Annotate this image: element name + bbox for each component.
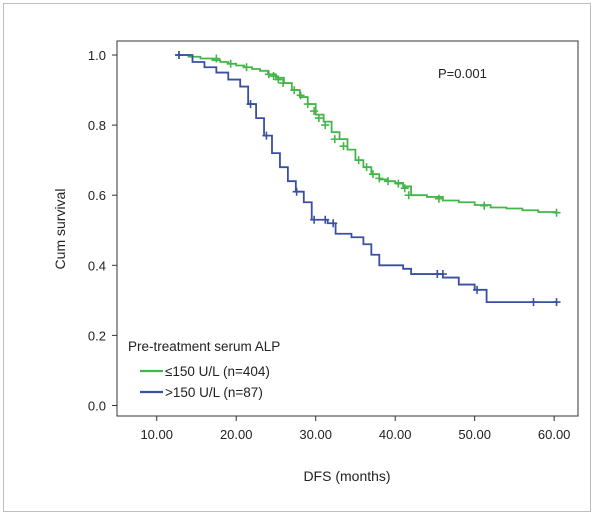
censor-mark (226, 59, 235, 68)
x-tick-label: 20.00 (220, 427, 253, 442)
censor-mark (274, 75, 283, 84)
censor-mark (296, 91, 305, 100)
censor-mark (262, 131, 271, 140)
x-tick-label: 10.00 (140, 427, 173, 442)
p-value-annotation: P=0.001 (438, 66, 487, 81)
axes: 10.00 20.00 30.00 40.00 50.00 60.00 0.0 0.2 0.4 0… (88, 40, 579, 442)
series-line-high-alp (176, 54, 557, 303)
censor-mark (246, 100, 255, 109)
censor-mark (552, 298, 561, 307)
censor-mark (269, 72, 278, 81)
censor-mark (321, 215, 330, 224)
censor-mark (329, 219, 338, 228)
censor-mark (362, 163, 371, 172)
x-tick-label: 50.00 (458, 427, 491, 442)
x-tick-label: 60.00 (538, 427, 571, 442)
censor-mark (290, 86, 299, 95)
censor-mark (303, 100, 312, 109)
x-tick-label: 30.00 (299, 427, 332, 442)
censor-mark (384, 177, 393, 186)
y-tick-label: 0.0 (88, 398, 106, 413)
censor-mark (394, 179, 403, 188)
y-tick-label: 0.8 (88, 118, 106, 133)
censor-mark (404, 191, 413, 200)
censor-mark (473, 285, 482, 294)
censor-mark (330, 135, 339, 144)
censor-mark (434, 194, 443, 203)
y-tick-label: 0.2 (88, 328, 106, 343)
censor-mark (375, 174, 384, 183)
plot-area-border (116, 40, 579, 417)
censor-mark (368, 170, 377, 179)
censor-mark (314, 114, 323, 123)
censor-mark (310, 215, 319, 224)
censor-mark (339, 142, 348, 151)
x-tick-label: 40.00 (379, 427, 412, 442)
censor-mark (242, 63, 251, 72)
censor-mark (354, 156, 363, 165)
censor-mark (310, 107, 319, 116)
figure-frame (3, 3, 591, 512)
censor-mark (264, 70, 273, 79)
censor-mark (279, 79, 288, 88)
censor-mark (292, 187, 301, 196)
curves (174, 51, 561, 307)
censor-mark (174, 51, 183, 60)
x-axis-title: DFS (months) (303, 468, 390, 484)
series-line-low-alp (176, 54, 558, 213)
legend-label-high: >150 U/L (n=87) (165, 385, 263, 400)
legend: Pre-treatment serum ALP ≤150 U/L (n=404)… (128, 339, 280, 400)
censor-mark (321, 121, 330, 130)
censor-mark (529, 298, 538, 307)
censor-mark (212, 54, 221, 63)
censor-mark (438, 270, 447, 279)
censor-mark (400, 184, 409, 193)
y-tick-label: 0.6 (88, 188, 106, 203)
legend-title: Pre-treatment serum ALP (128, 339, 280, 354)
legend-label-low: ≤150 U/L (n=404) (165, 364, 270, 379)
y-tick-label: 1.0 (88, 48, 106, 63)
y-tick-label: 0.4 (88, 258, 106, 273)
censor-mark (552, 208, 561, 217)
censor-mark (480, 201, 489, 210)
y-axis-title: Cum survival (52, 189, 68, 270)
